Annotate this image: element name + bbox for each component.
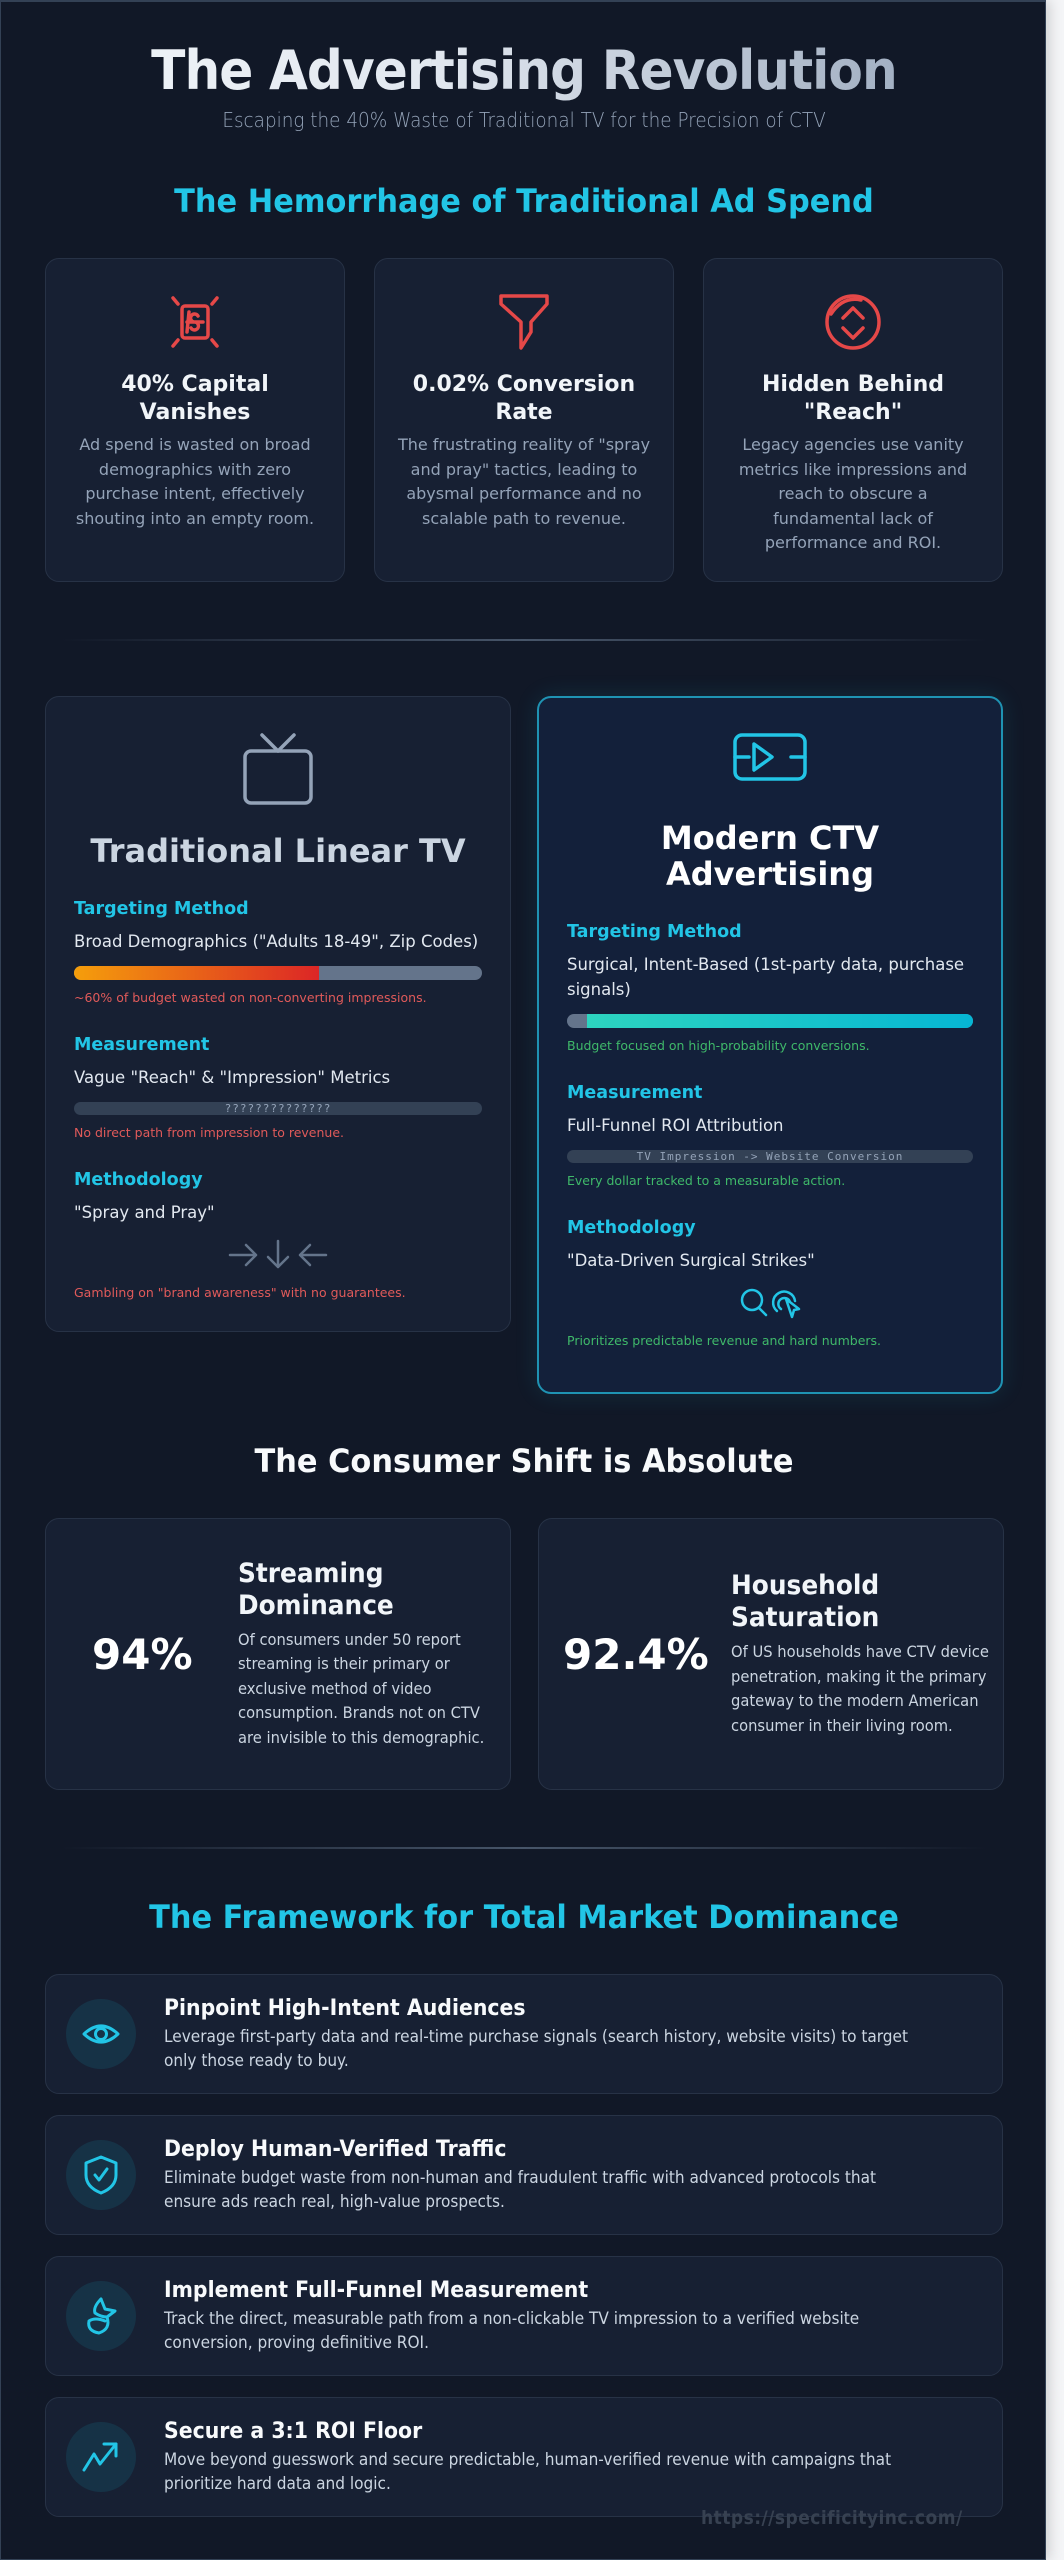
money-waste-icon (68, 289, 322, 355)
hemorrhage-section-title: The Hemorrhage of Traditional Ad Spend (174, 182, 874, 220)
targeting-value: Broad Demographics ("Adults 18-49", Zip … (74, 932, 479, 951)
pain-card-text: The frustrating reality of "spray and pr… (397, 435, 651, 528)
path-tracking-icon (66, 2281, 136, 2351)
framework-item: Deploy Human-Verified Traffic Eliminate … (45, 2115, 1003, 2235)
framework-item-text: Pinpoint High-Intent Audiences Leverage … (164, 1995, 925, 2074)
stat-card: 92.4% Household Saturation Of US househo… (538, 1518, 1004, 1790)
section-divider (61, 639, 987, 641)
pain-card-text: Ad spend is wasted on broad demographics… (75, 435, 315, 528)
source-watermark: https://specificityinc.com/ (701, 2507, 963, 2529)
stat-value: 94% (92, 1629, 193, 1679)
pain-card: 40% Capital Vanishes Ad spend is wasted … (45, 258, 345, 582)
methodology-label: Methodology (74, 1170, 203, 1190)
stat-body: Streaming Dominance Of consumers under 5… (238, 1558, 510, 1751)
tv-icon (74, 731, 482, 815)
methodology-value: "Data-Driven Surgical Strikes" (567, 1251, 815, 1270)
framework-item-title: Secure a 3:1 ROI Floor (164, 2418, 423, 2444)
targeting-label: Targeting Method (567, 922, 742, 942)
trending-up-icon (66, 2422, 136, 2492)
measurement-bar: ?????????????? (74, 1102, 482, 1115)
methodology-label: Methodology (567, 1218, 696, 1238)
consumer-shift-title: The Consumer Shift is Absolute (254, 1442, 794, 1480)
focus-bar-fill (587, 1014, 973, 1028)
pain-card: Hidden Behind "Reach" Legacy agencies us… (703, 258, 1003, 582)
measurement-note: Every dollar tracked to a measurable act… (567, 1173, 846, 1188)
stat-card: 94% Streaming Dominance Of consumers und… (45, 1518, 511, 1790)
measurement-note: No direct path from impression to revenu… (74, 1125, 344, 1140)
methodology-note: Prioritizes predictable revenue and hard… (567, 1333, 882, 1348)
framework-item-desc: Move beyond guesswork and secure predict… (164, 2449, 892, 2494)
measurement-value: Vague "Reach" & "Impression" Metrics (74, 1068, 391, 1087)
modern-ctv-title: Modern CTV Advertising (660, 819, 880, 893)
stat-text: Of US households have CTV device penetra… (731, 1642, 989, 1735)
targeting-note: ~60% of budget wasted on non-converting … (74, 990, 427, 1005)
streaming-play-icon (567, 732, 973, 816)
framework-item: Implement Full-Funnel Measurement Track … (45, 2256, 1003, 2376)
pain-card-text: Legacy agencies use vanity metrics like … (738, 435, 968, 552)
measurement-value: Full-Funnel ROI Attribution (567, 1116, 784, 1135)
pain-card: 0.02% Conversion Rate The frustrating re… (374, 258, 674, 582)
shield-check-icon (66, 2140, 136, 2210)
stat-body: Household Saturation Of US households ha… (731, 1570, 1003, 1738)
stat-title: Streaming Dominance (238, 1557, 394, 1621)
waste-bar (74, 966, 482, 980)
obscured-circle-icon (726, 289, 980, 355)
targeting-label: Targeting Method (74, 899, 249, 919)
framework-item: Pinpoint High-Intent Audiences Leverage … (45, 1974, 1003, 2094)
stat-value: 92.4% (563, 1629, 709, 1679)
framework-item-desc: Track the direct, measurable path from a… (164, 2308, 860, 2353)
stat-title: Household Saturation (731, 1570, 880, 1633)
framework-item-title: Implement Full-Funnel Measurement (164, 2277, 589, 2303)
search-click-icon (567, 1287, 973, 1319)
funnel-icon (397, 289, 651, 355)
framework-item-text: Deploy Human-Verified Traffic Eliminate … (164, 2136, 925, 2215)
scattered-arrows-icon (74, 1239, 482, 1271)
methodology-note: Gambling on "brand awareness" with no gu… (74, 1285, 406, 1300)
pain-card-title: 40% Capital Vanishes (121, 372, 269, 425)
measurement-label: Measurement (74, 1035, 210, 1055)
measurement-label: Measurement (567, 1083, 703, 1103)
pain-card-title: Hidden Behind "Reach" (762, 372, 944, 425)
attribution-bar: TV Impression -> Website Conversion (567, 1150, 973, 1163)
pain-card-title: 0.02% Conversion Rate (412, 372, 636, 425)
framework-item-title: Deploy Human-Verified Traffic (164, 2136, 507, 2162)
targeting-value: Surgical, Intent-Based (1st-party data, … (567, 955, 965, 999)
traditional-tv-card: Traditional Linear TV Targeting Method B… (45, 696, 511, 1332)
traditional-tv-title: Traditional Linear TV (90, 832, 466, 870)
stat-text: Of consumers under 50 report streaming i… (238, 1629, 485, 1747)
framework-item-title: Pinpoint High-Intent Audiences (164, 1995, 526, 2021)
methodology-value: "Spray and Pray" (74, 1203, 215, 1222)
framework-item-text: Secure a 3:1 ROI Floor Move beyond guess… (164, 2418, 925, 2497)
page-subtitle: Escaping the 40% Waste of Traditional TV… (222, 108, 826, 132)
framework-item-desc: Eliminate budget waste from non-human an… (164, 2167, 877, 2212)
page-title: The Advertising Revolution (38, 38, 1011, 104)
page-header: The Advertising Revolution Escaping the … (1, 38, 1047, 132)
framework-item: Secure a 3:1 ROI Floor Move beyond guess… (45, 2397, 1003, 2517)
framework-item-desc: Leverage first-party data and real-time … (164, 2026, 909, 2071)
targeting-note: Budget focused on high-probability conve… (567, 1038, 870, 1053)
waste-bar-fill (74, 966, 319, 980)
framework-item-text: Implement Full-Funnel Measurement Track … (164, 2277, 925, 2356)
focus-bar (567, 1014, 973, 1028)
modern-ctv-card: Modern CTV Advertising Targeting Method … (537, 696, 1003, 1394)
section-divider (61, 1847, 987, 1849)
eye-icon (66, 1999, 136, 2069)
framework-title: The Framework for Total Market Dominance (149, 1898, 899, 1936)
